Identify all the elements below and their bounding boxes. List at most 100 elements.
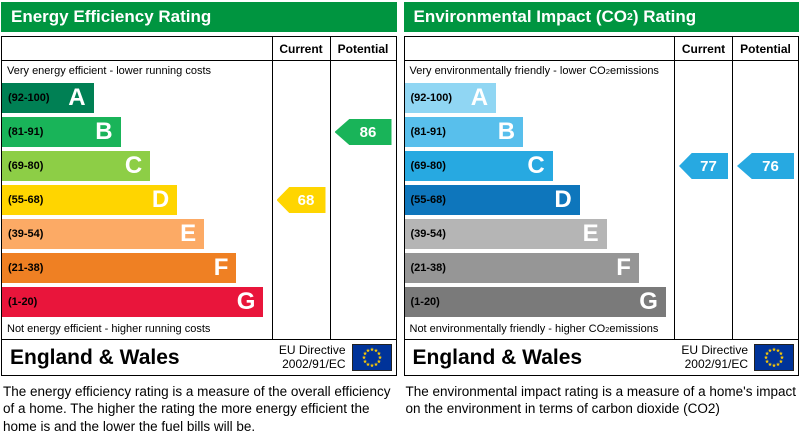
current-rating-arrow: 68 [276,187,326,213]
directive-line1: EU Directive [278,342,346,357]
band-range: (39-54) [410,228,446,240]
band-row-b: (81-91) B [2,115,272,149]
directive-line2: 2002/91/EC [684,356,748,371]
band-row-f: (21-38) F [2,251,272,285]
energy-rating-description: The energy efficiency rating is a measur… [3,384,391,434]
energy-rating-chart: Current Potential Very energy efficient … [1,36,397,340]
band-bar-a: (92-100) A [404,83,497,113]
band-row-g: (1-20) G [404,285,675,319]
current-rating-column: 77 [674,61,732,339]
band-letter: D [554,186,572,213]
band-letter: G [236,288,256,315]
environmental-rating-chart: Current Potential Very environmentally f… [403,36,799,340]
eu-flag-icon [351,344,392,371]
chart-body: Very environmentally friendly - lower CO… [404,61,799,339]
band-range: (69-80) [410,160,446,172]
top-caption-text: Very energy efficient - lower running co… [7,65,212,77]
top-caption-text: Very environmentally friendly - lower CO [409,65,606,77]
potential-rating-arrow: 76 [737,153,794,179]
potential-column-header: Potential [329,37,396,60]
band-letter: F [616,254,631,281]
band-bar-b: (81-91) B [404,117,524,147]
band-range: (92-100) [8,92,50,104]
band-bar-c: (69-80) C [404,151,553,181]
band-range: (1-20) [410,296,440,308]
eu-directive-label: EU Directive 2002/91/EC [278,342,346,372]
region-label: England & Wales [10,345,180,369]
band-range: (69-80) [8,160,44,172]
band-bar-d: (55-68) D [2,185,178,215]
band-row-a: (92-100) A [2,81,272,115]
top-caption-suffix: emissions [610,65,659,77]
panel-title-suffix: ) Rating [632,7,697,26]
band-letter: E [180,220,197,247]
band-row-e: (39-54) E [404,217,675,251]
band-range: (1-20) [8,296,38,308]
chart-body: Very energy efficient - lower running co… [2,61,396,339]
current-rating-value: 77 [700,157,717,175]
band-bar-b: (81-91) B [2,117,121,147]
current-rating-arrow: 77 [679,153,728,179]
band-row-d: (55-68) D [2,183,272,217]
band-letter: A [68,84,86,111]
potential-rating-column: 76 [732,61,798,339]
eu-flag-icon [754,344,794,371]
eu-directive-label: EU Directive 2002/91/EC [681,343,748,372]
current-rating-value: 68 [297,191,315,209]
band-letter: D [151,186,170,213]
band-letter: B [497,118,516,145]
panel-title: Environmental Impact (CO [413,7,627,26]
chart-column-headers: Current Potential [2,37,396,61]
chart-footer: England & Wales EU Directive 2002/91/EC [1,340,397,376]
band-area: Very energy efficient - lower running co… [2,61,272,339]
energy-efficiency-panel: Energy Efficiency Rating Current Potenti… [1,2,397,435]
band-range: (81-91) [410,126,446,138]
panel-title: Energy Efficiency Rating [11,7,212,26]
band-range: (92-100) [410,92,453,104]
band-range: (81-91) [8,126,44,138]
band-range: (21-38) [8,262,44,274]
band-letter: C [527,152,545,179]
potential-rating-value: 86 [359,123,377,141]
potential-rating-arrow: 86 [334,119,392,145]
band-area: Very environmentally friendly - lower CO… [404,61,675,339]
band-row-c: (69-80) C [2,149,272,183]
chart-column-headers: Current Potential [404,37,798,61]
panel-title-subscript: 2 [626,11,633,23]
bottom-caption-subscript: 2 [605,324,610,334]
band-bar-e: (39-54) E [404,219,607,249]
top-caption: Very environmentally friendly - lower CO… [405,61,675,81]
band-column-header [405,37,675,60]
current-column-header: Current [271,37,330,60]
bottom-caption-suffix: emissions [609,323,659,335]
bottom-caption-text: Not environmentally friendly - higher CO [409,323,606,335]
potential-column-header: Potential [732,37,798,60]
band-bar-e: (39-54) E [2,219,205,249]
band-bar-c: (69-80) C [2,151,151,181]
band-bar-g: (1-20) G [404,287,666,317]
environmental-impact-panel: Environmental Impact (CO 2) Rating Curren… [403,2,799,435]
potential-rating-column: 86 [329,61,396,339]
band-range: (21-38) [410,262,446,274]
band-bar-f: (21-38) F [404,253,639,283]
band-bar-g: (1-20) G [2,287,264,317]
band-range: (55-68) [8,194,44,206]
environmental-panel-title-bar: Environmental Impact (CO 2) Rating [403,2,799,32]
band-bar-a: (92-100) A [2,83,94,113]
potential-rating-value: 76 [762,157,779,175]
epc-charts-page: Energy Efficiency Rating Current Potenti… [1,2,799,435]
band-letter: A [470,84,489,111]
band-range: (39-54) [8,228,44,240]
band-row-b: (81-91) B [404,115,675,149]
band-range: (55-68) [410,194,446,206]
energy-panel-title-bar: Energy Efficiency Rating [1,2,397,32]
band-letter: E [582,220,599,247]
top-caption-subscript: 2 [605,66,611,76]
band-column-header [2,37,272,60]
band-row-f: (21-38) F [404,251,675,285]
chart-footer: England & Wales EU Directive 2002/91/EC [403,340,799,376]
current-column-header: Current [674,37,732,60]
directive-line2: 2002/91/EC [282,356,346,371]
top-caption: Very energy efficient - lower running co… [2,61,272,81]
band-letter: C [124,152,143,179]
